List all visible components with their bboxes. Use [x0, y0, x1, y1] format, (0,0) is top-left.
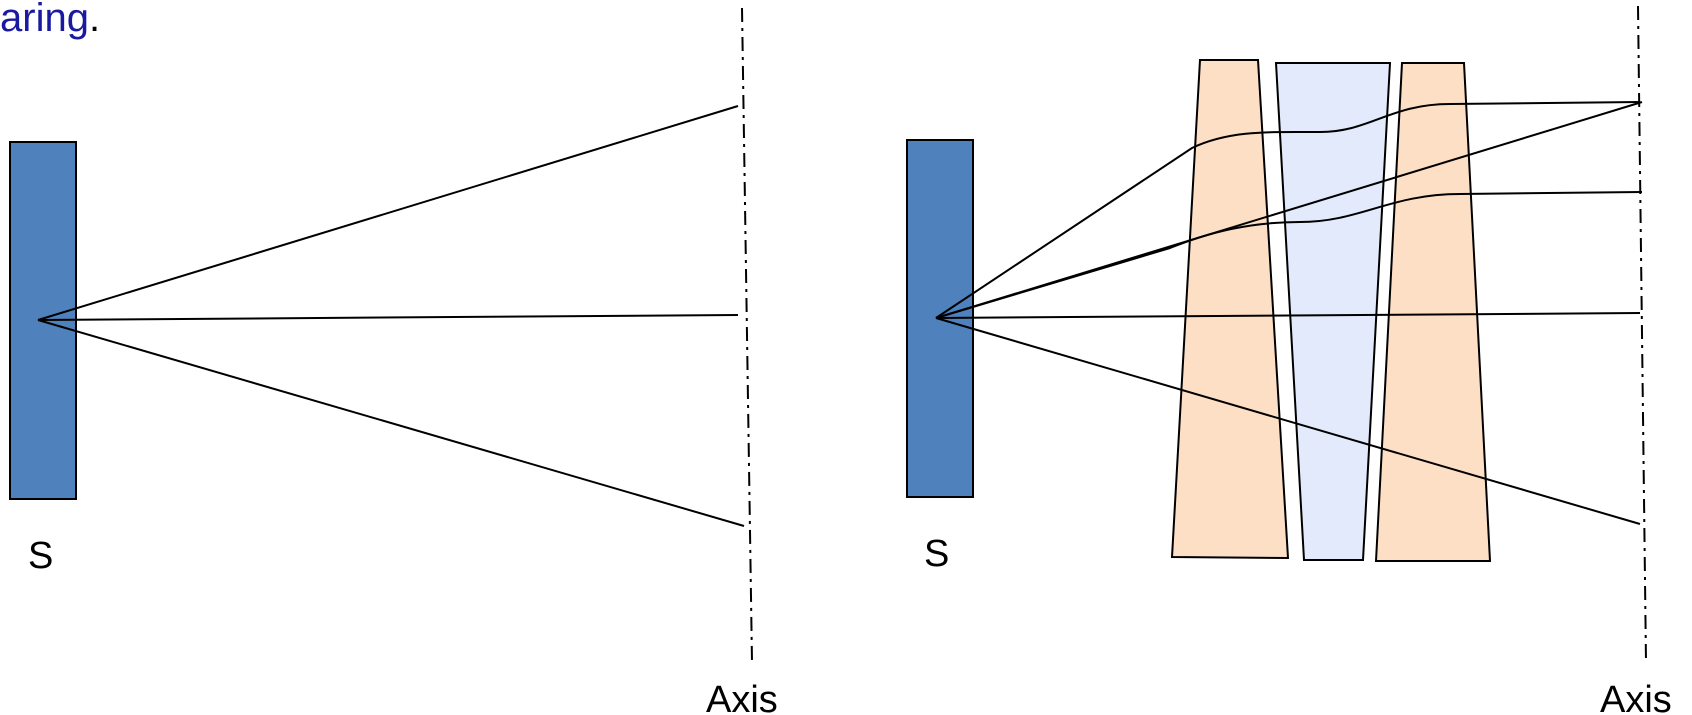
lens-element-1 — [1170, 59, 1290, 560]
right-panel: S Axis — [906, 5, 1672, 715]
left-ray-lower — [37, 319, 745, 527]
left-source-label: S — [28, 535, 53, 577]
caption-fragment: aring. — [0, 0, 100, 42]
left-ray-middle — [37, 314, 739, 321]
left-optical-axis — [741, 7, 753, 663]
left-panel: S Axis — [9, 7, 778, 715]
right-ray-refracted-top — [935, 101, 1641, 319]
right-ray-middle — [935, 312, 1641, 319]
right-optical-axis — [1637, 5, 1647, 663]
left-ray-upper — [37, 105, 739, 321]
lens-element-2 — [1274, 62, 1392, 561]
right-ray-refracted-second — [935, 191, 1643, 319]
right-ray-lower — [935, 317, 1641, 525]
lens-element-3 — [1374, 62, 1492, 562]
caption-highlight-text: aring — [0, 0, 89, 40]
right-axis-label: Axis — [1600, 679, 1672, 715]
caption-trailing-text: . — [88, 0, 101, 40]
right-source-label: S — [924, 533, 949, 575]
left-axis-label: Axis — [706, 679, 778, 715]
